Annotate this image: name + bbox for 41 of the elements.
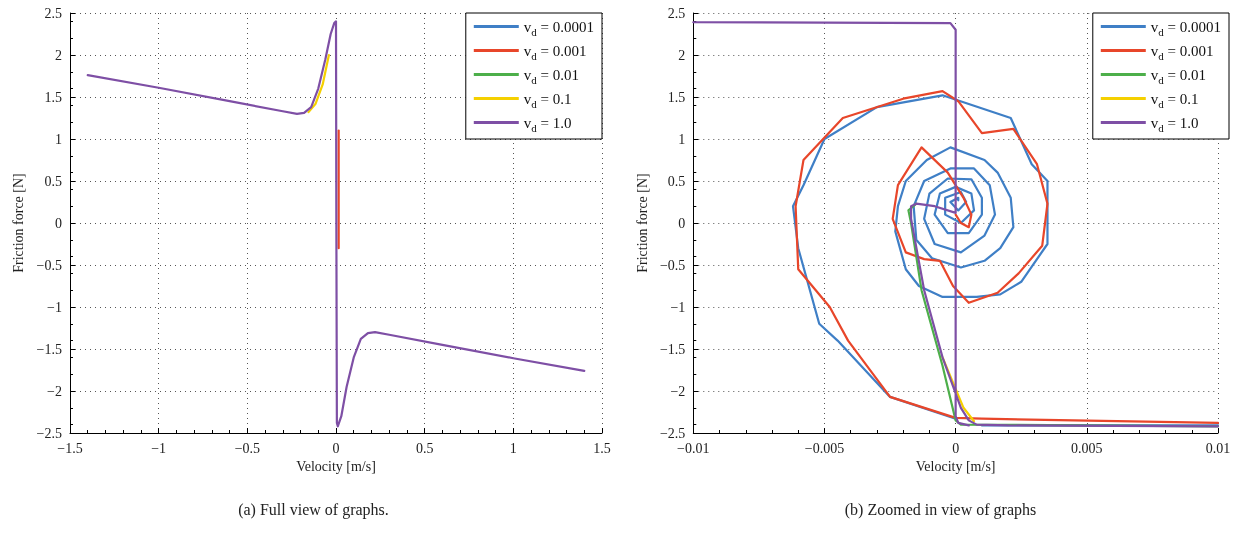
x-tick-label: 0.5 [415, 440, 434, 456]
x-tick-label: 0 [952, 440, 960, 456]
y-tick-label: −2 [47, 383, 62, 399]
y-tick-label: 1 [678, 131, 686, 147]
y-axis-title: Friction force [N] [634, 173, 650, 273]
y-tick-label: −2.5 [659, 425, 686, 441]
x-axis-title: Velocity [m/s] [915, 459, 996, 475]
x-tick-label: −0.5 [234, 440, 261, 456]
y-axis-title: Friction force [N] [11, 173, 27, 273]
x-tick-label: 0.005 [1071, 440, 1103, 456]
x-tick-label: −1 [151, 440, 167, 456]
y-tick-label: 2 [55, 47, 62, 63]
y-tick-label: 2 [678, 47, 686, 63]
y-tick-label: 2.5 [667, 5, 686, 21]
x-tick-label: −0.005 [804, 440, 845, 456]
y-tick-label: 1.5 [44, 89, 62, 105]
y-tick-label: −1.5 [659, 341, 686, 357]
line-series [794, 90, 1220, 425]
x-tick-label: 1.5 [593, 440, 611, 456]
y-tick-label: 0.5 [44, 173, 62, 189]
y-tick-label: −1.5 [36, 341, 62, 357]
text: (a) Full view of graphs. [238, 500, 389, 519]
y-tick-label: 2.5 [44, 5, 62, 21]
y-tick-label: −0.5 [659, 257, 686, 273]
x-tick-label: 0 [332, 440, 340, 456]
y-tick-label: −0.5 [36, 257, 62, 273]
y-tick-label: 0 [55, 215, 62, 231]
y-tick-label: −1 [47, 299, 62, 315]
y-tick-label: −2 [670, 383, 686, 399]
y-tick-label: −2.5 [36, 425, 62, 441]
x-tick-label: −0.01 [677, 440, 710, 456]
line-series [307, 53, 331, 114]
y-tick-label: 1 [55, 131, 62, 147]
y-tick-label: 1.5 [667, 89, 686, 105]
y-tick-label: 0 [678, 215, 686, 231]
y-tick-label: −1 [670, 299, 686, 315]
x-tick-label: 0.01 [1205, 440, 1231, 456]
text: (b) Zoomed in view of graphs [844, 500, 1037, 519]
x-tick-label: 1 [509, 440, 517, 456]
y-tick-label: 0.5 [667, 173, 686, 189]
x-axis-title: Velocity [m/s] [296, 459, 376, 475]
